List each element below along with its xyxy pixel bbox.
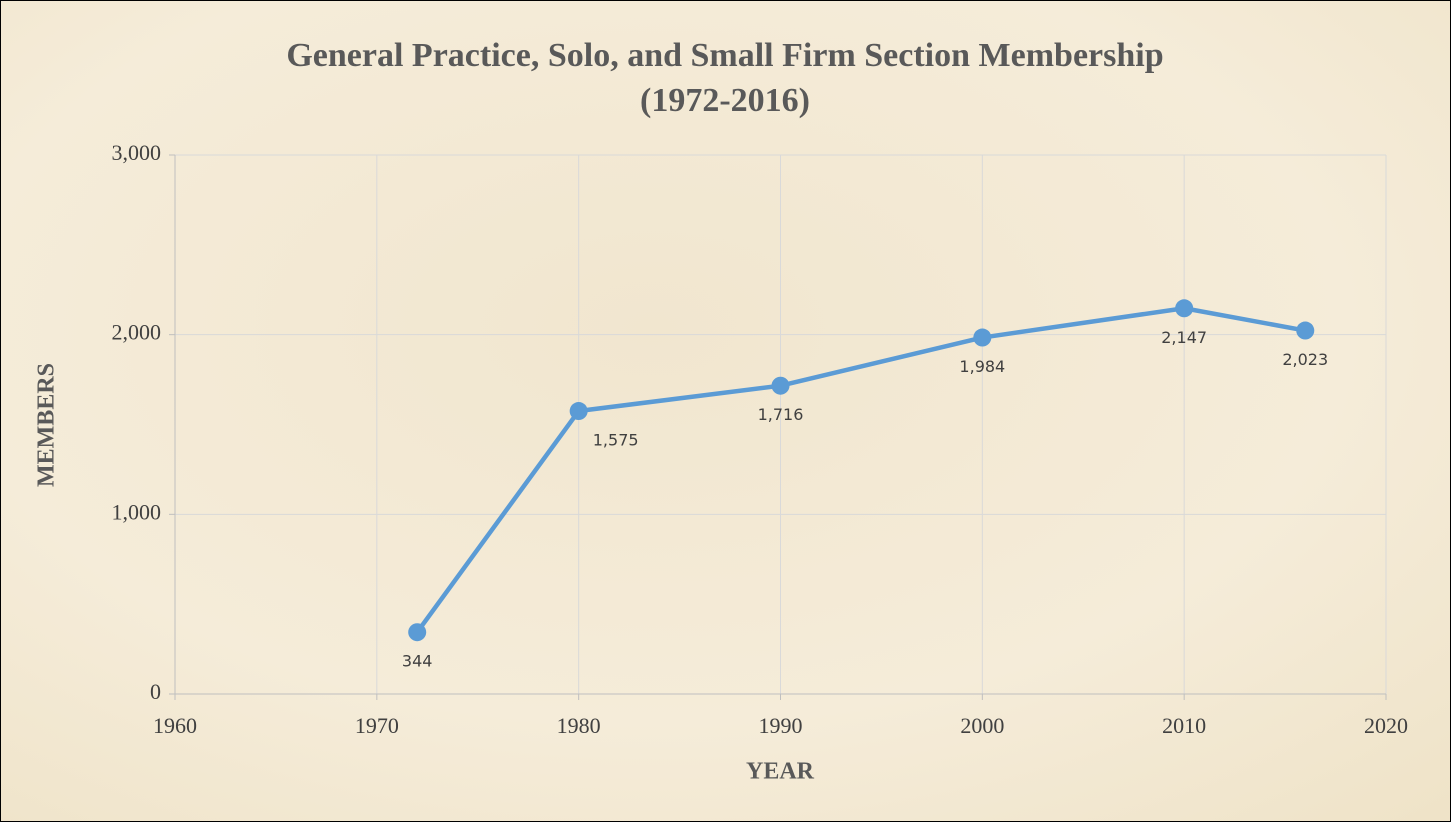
y-axis-title: MEMBERS xyxy=(34,363,60,487)
y-tick-label: 3,000 xyxy=(112,140,162,165)
y-tick-label: 0 xyxy=(150,679,161,704)
x-tick-label: 1960 xyxy=(153,713,197,738)
chart-title: (1972-2016) xyxy=(640,82,810,119)
data-label: 2,023 xyxy=(1282,350,1328,369)
background xyxy=(1,1,1451,822)
data-point xyxy=(772,377,790,395)
data-point xyxy=(408,623,426,641)
data-label: 344 xyxy=(402,652,433,671)
x-tick-label: 1990 xyxy=(759,713,803,738)
data-point xyxy=(1296,322,1314,340)
y-tick-label: 1,000 xyxy=(112,499,162,524)
x-tick-label: 2000 xyxy=(960,713,1004,738)
chart: General Practice, Solo, and Small Firm S… xyxy=(0,0,1451,822)
data-label: 2,147 xyxy=(1161,328,1207,347)
x-tick-label: 2010 xyxy=(1162,713,1206,738)
data-point xyxy=(973,329,991,347)
y-tick-label: 2,000 xyxy=(112,320,162,345)
x-tick-label: 1980 xyxy=(557,713,601,738)
data-label: 1,716 xyxy=(758,405,804,424)
data-point xyxy=(1175,299,1193,317)
data-label: 1,575 xyxy=(593,431,639,450)
chart-title: General Practice, Solo, and Small Firm S… xyxy=(286,37,1163,74)
x-tick-label: 2020 xyxy=(1364,713,1408,738)
x-axis-title: YEAR xyxy=(746,759,815,785)
x-tick-label: 1970 xyxy=(355,713,399,738)
data-point xyxy=(570,402,588,420)
data-label: 1,984 xyxy=(959,357,1005,376)
